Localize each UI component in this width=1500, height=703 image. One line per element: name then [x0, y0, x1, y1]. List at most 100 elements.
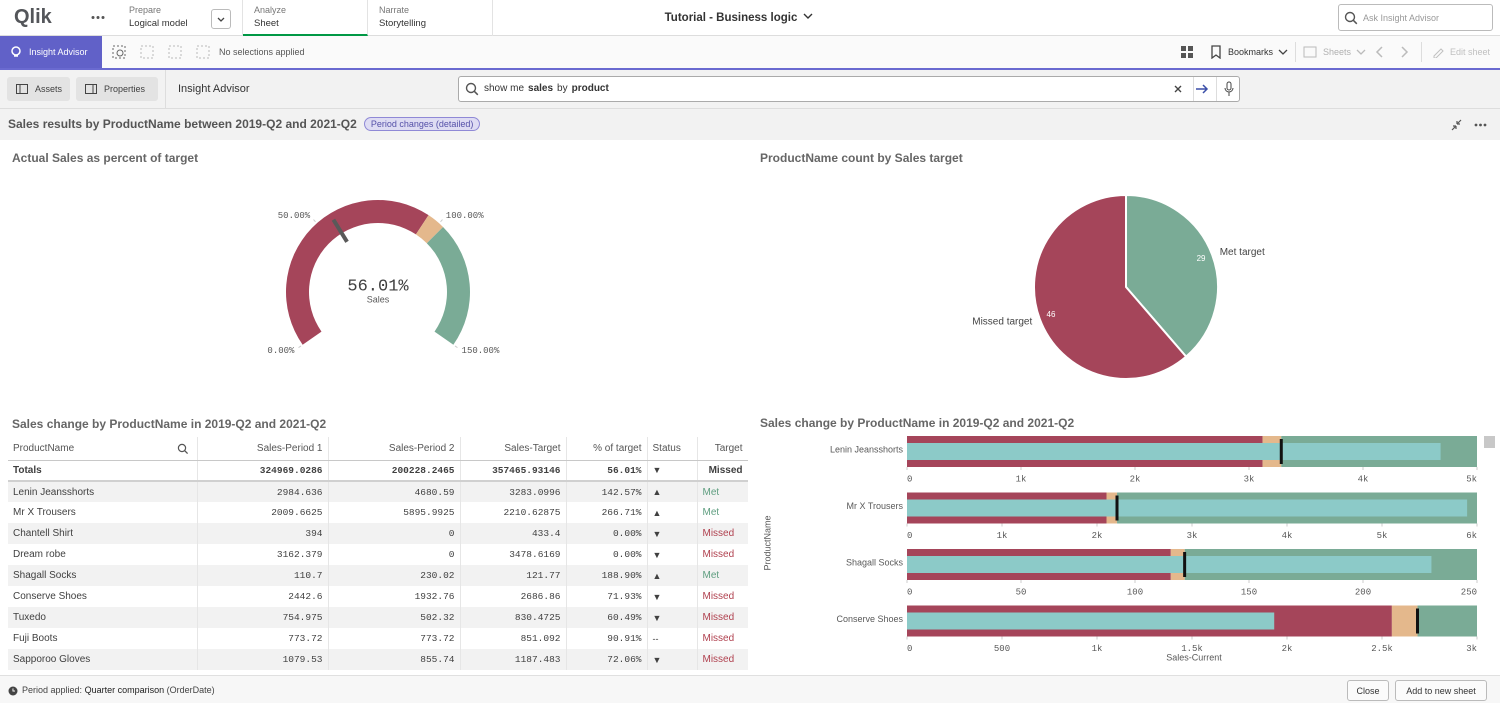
table-cell: ▼	[647, 607, 697, 628]
search-placeholder: Ask Insight Advisor	[1363, 13, 1439, 23]
x-tick-label: 3k	[1466, 644, 1477, 654]
insight-advisor-button[interactable]: Insight Advisor	[0, 36, 102, 68]
mic-icon[interactable]	[1223, 81, 1235, 97]
column-header[interactable]: ProductName	[8, 437, 197, 460]
category-label: Shagall Socks	[846, 557, 904, 567]
header-actions[interactable]	[1450, 118, 1494, 132]
query-text: show mesalesbyproduct	[484, 83, 613, 94]
menu-icon[interactable]	[91, 15, 105, 20]
x-tick-label: 3k	[1187, 531, 1198, 541]
x-tick-label: 4k	[1282, 531, 1293, 541]
x-tick-label: 5k	[1377, 531, 1388, 541]
table-cell: 60.49%	[566, 607, 647, 628]
table-cell: 5895.9925	[328, 502, 460, 523]
table-row: Mr X Trousers2009.66255895.99252210.6287…	[8, 502, 748, 523]
slice-value: 29	[1197, 254, 1206, 263]
table-cell: 2686.86	[460, 586, 566, 607]
dropdown-button[interactable]	[211, 9, 231, 29]
panel-title: Insight Advisor	[178, 83, 250, 95]
table-row: Shagall Socks110.7230.02121.77188.90%▲Me…	[8, 565, 748, 586]
tab[interactable]: NarrateStorytelling	[368, 0, 493, 36]
chevron	[801, 11, 815, 21]
scrollbar[interactable]	[1484, 436, 1495, 448]
x-tick-label: 150	[1241, 587, 1257, 597]
column-header[interactable]: Status	[647, 437, 697, 460]
table-cell: Missed	[697, 628, 748, 649]
table-cell: 4680.59	[328, 481, 460, 502]
panel-icon	[16, 84, 28, 94]
target-marker	[1116, 496, 1119, 521]
assets-button[interactable]: Assets	[7, 77, 70, 101]
period-label: Period applied:	[22, 685, 82, 695]
gauge-tick	[455, 346, 457, 348]
logo[interactable]: Qlik	[14, 6, 52, 29]
table-cell: Sapporoo Gloves	[8, 649, 197, 670]
gauge-tick	[299, 346, 301, 348]
table-cell: Conserve Shoes	[8, 586, 197, 607]
x-tick-label: 0	[907, 644, 912, 654]
table-row: Conserve Shoes2442.61932.762686.8671.93%…	[8, 586, 748, 607]
period-field: (OrderDate)	[167, 685, 215, 695]
column-header[interactable]: Sales-Target	[460, 437, 566, 460]
gauge-tick	[440, 220, 442, 222]
search-icon	[1344, 11, 1358, 25]
table-cell: ▼	[647, 544, 697, 565]
table-cell: Missed	[697, 460, 748, 481]
query-word: sales	[528, 83, 553, 94]
table-cell: Missed	[697, 544, 748, 565]
app-title[interactable]: Tutorial - Business logic	[600, 11, 880, 24]
column-header[interactable]: Sales-Period 1	[197, 437, 328, 460]
divider	[165, 70, 166, 108]
slice-label: Met target	[1220, 247, 1265, 258]
table-cell: 394	[197, 523, 328, 544]
x-tick-label: 50	[1016, 587, 1027, 597]
table-cell: 200228.2465	[328, 460, 460, 481]
table-title: Sales change by ProductName in 2019-Q2 a…	[12, 417, 326, 431]
properties-button[interactable]: Properties	[76, 77, 158, 101]
table-cell: 110.7	[197, 565, 328, 586]
table-cell: Mr X Trousers	[8, 502, 197, 523]
submit-icon[interactable]	[1195, 82, 1209, 96]
divider	[1216, 77, 1217, 101]
totals-row: Totals324969.0286200228.2465357465.93146…	[8, 460, 748, 481]
chevron	[1276, 47, 1290, 57]
selection-tools[interactable]	[110, 44, 215, 60]
sheet-nav[interactable]	[1374, 45, 1414, 59]
column-header[interactable]: Target	[697, 437, 748, 460]
table-cell: Met	[697, 502, 748, 523]
column-header[interactable]: % of target	[566, 437, 647, 460]
search-icon[interactable]	[177, 443, 189, 455]
column-header[interactable]: Sales-Period 2	[328, 437, 460, 460]
tab[interactable]: AnalyzeSheet	[243, 0, 368, 36]
table-cell: Tuxedo	[8, 607, 197, 628]
analysis-badge[interactable]: Period changes (detailed)	[364, 117, 481, 131]
footer: Period applied: Quarter comparison (Orde…	[0, 675, 1500, 703]
edit-sheet-button[interactable]: Edit sheet	[1432, 46, 1490, 58]
grid-icon[interactable]	[1180, 45, 1194, 59]
table-cell: Lenin Jeansshorts	[8, 481, 197, 502]
search-box[interactable]: Ask Insight Advisor	[1338, 4, 1493, 31]
sheets-button[interactable]: Sheets	[1303, 46, 1368, 58]
button-text: Sheets	[1323, 47, 1351, 57]
x-tick-label: 0	[907, 474, 912, 484]
chart-title: ProductName count by Sales target	[760, 151, 963, 165]
chart-title: Sales change by ProductName in 2019-Q2 a…	[760, 416, 1074, 430]
category-label: Lenin Jeansshorts	[830, 444, 904, 454]
table-row: Tuxedo754.975502.32830.472560.49%▼Missed	[8, 607, 748, 628]
x-tick-label: 250	[1461, 587, 1477, 597]
table-cell: 2210.62875	[460, 502, 566, 523]
divider	[1421, 42, 1422, 62]
bookmarks-button[interactable]: Bookmarks	[1210, 45, 1290, 59]
table-cell: ▼	[647, 586, 697, 607]
table-cell: Dream robe	[8, 544, 197, 565]
table-cell: 56.01%	[566, 460, 647, 481]
add-sheet-button[interactable]: Add to new sheet	[1395, 680, 1487, 701]
query-box[interactable]: show mesalesbyproduct	[458, 76, 1240, 102]
query-word: by	[557, 83, 568, 94]
table-cell: 1079.53	[197, 649, 328, 670]
data-table: ProductNameSales-Period 1Sales-Period 2S…	[8, 437, 748, 670]
close-button[interactable]: Close	[1347, 680, 1389, 701]
table-cell: 0	[328, 523, 460, 544]
clear-icon[interactable]	[1172, 83, 1184, 95]
target-marker	[1416, 609, 1419, 634]
